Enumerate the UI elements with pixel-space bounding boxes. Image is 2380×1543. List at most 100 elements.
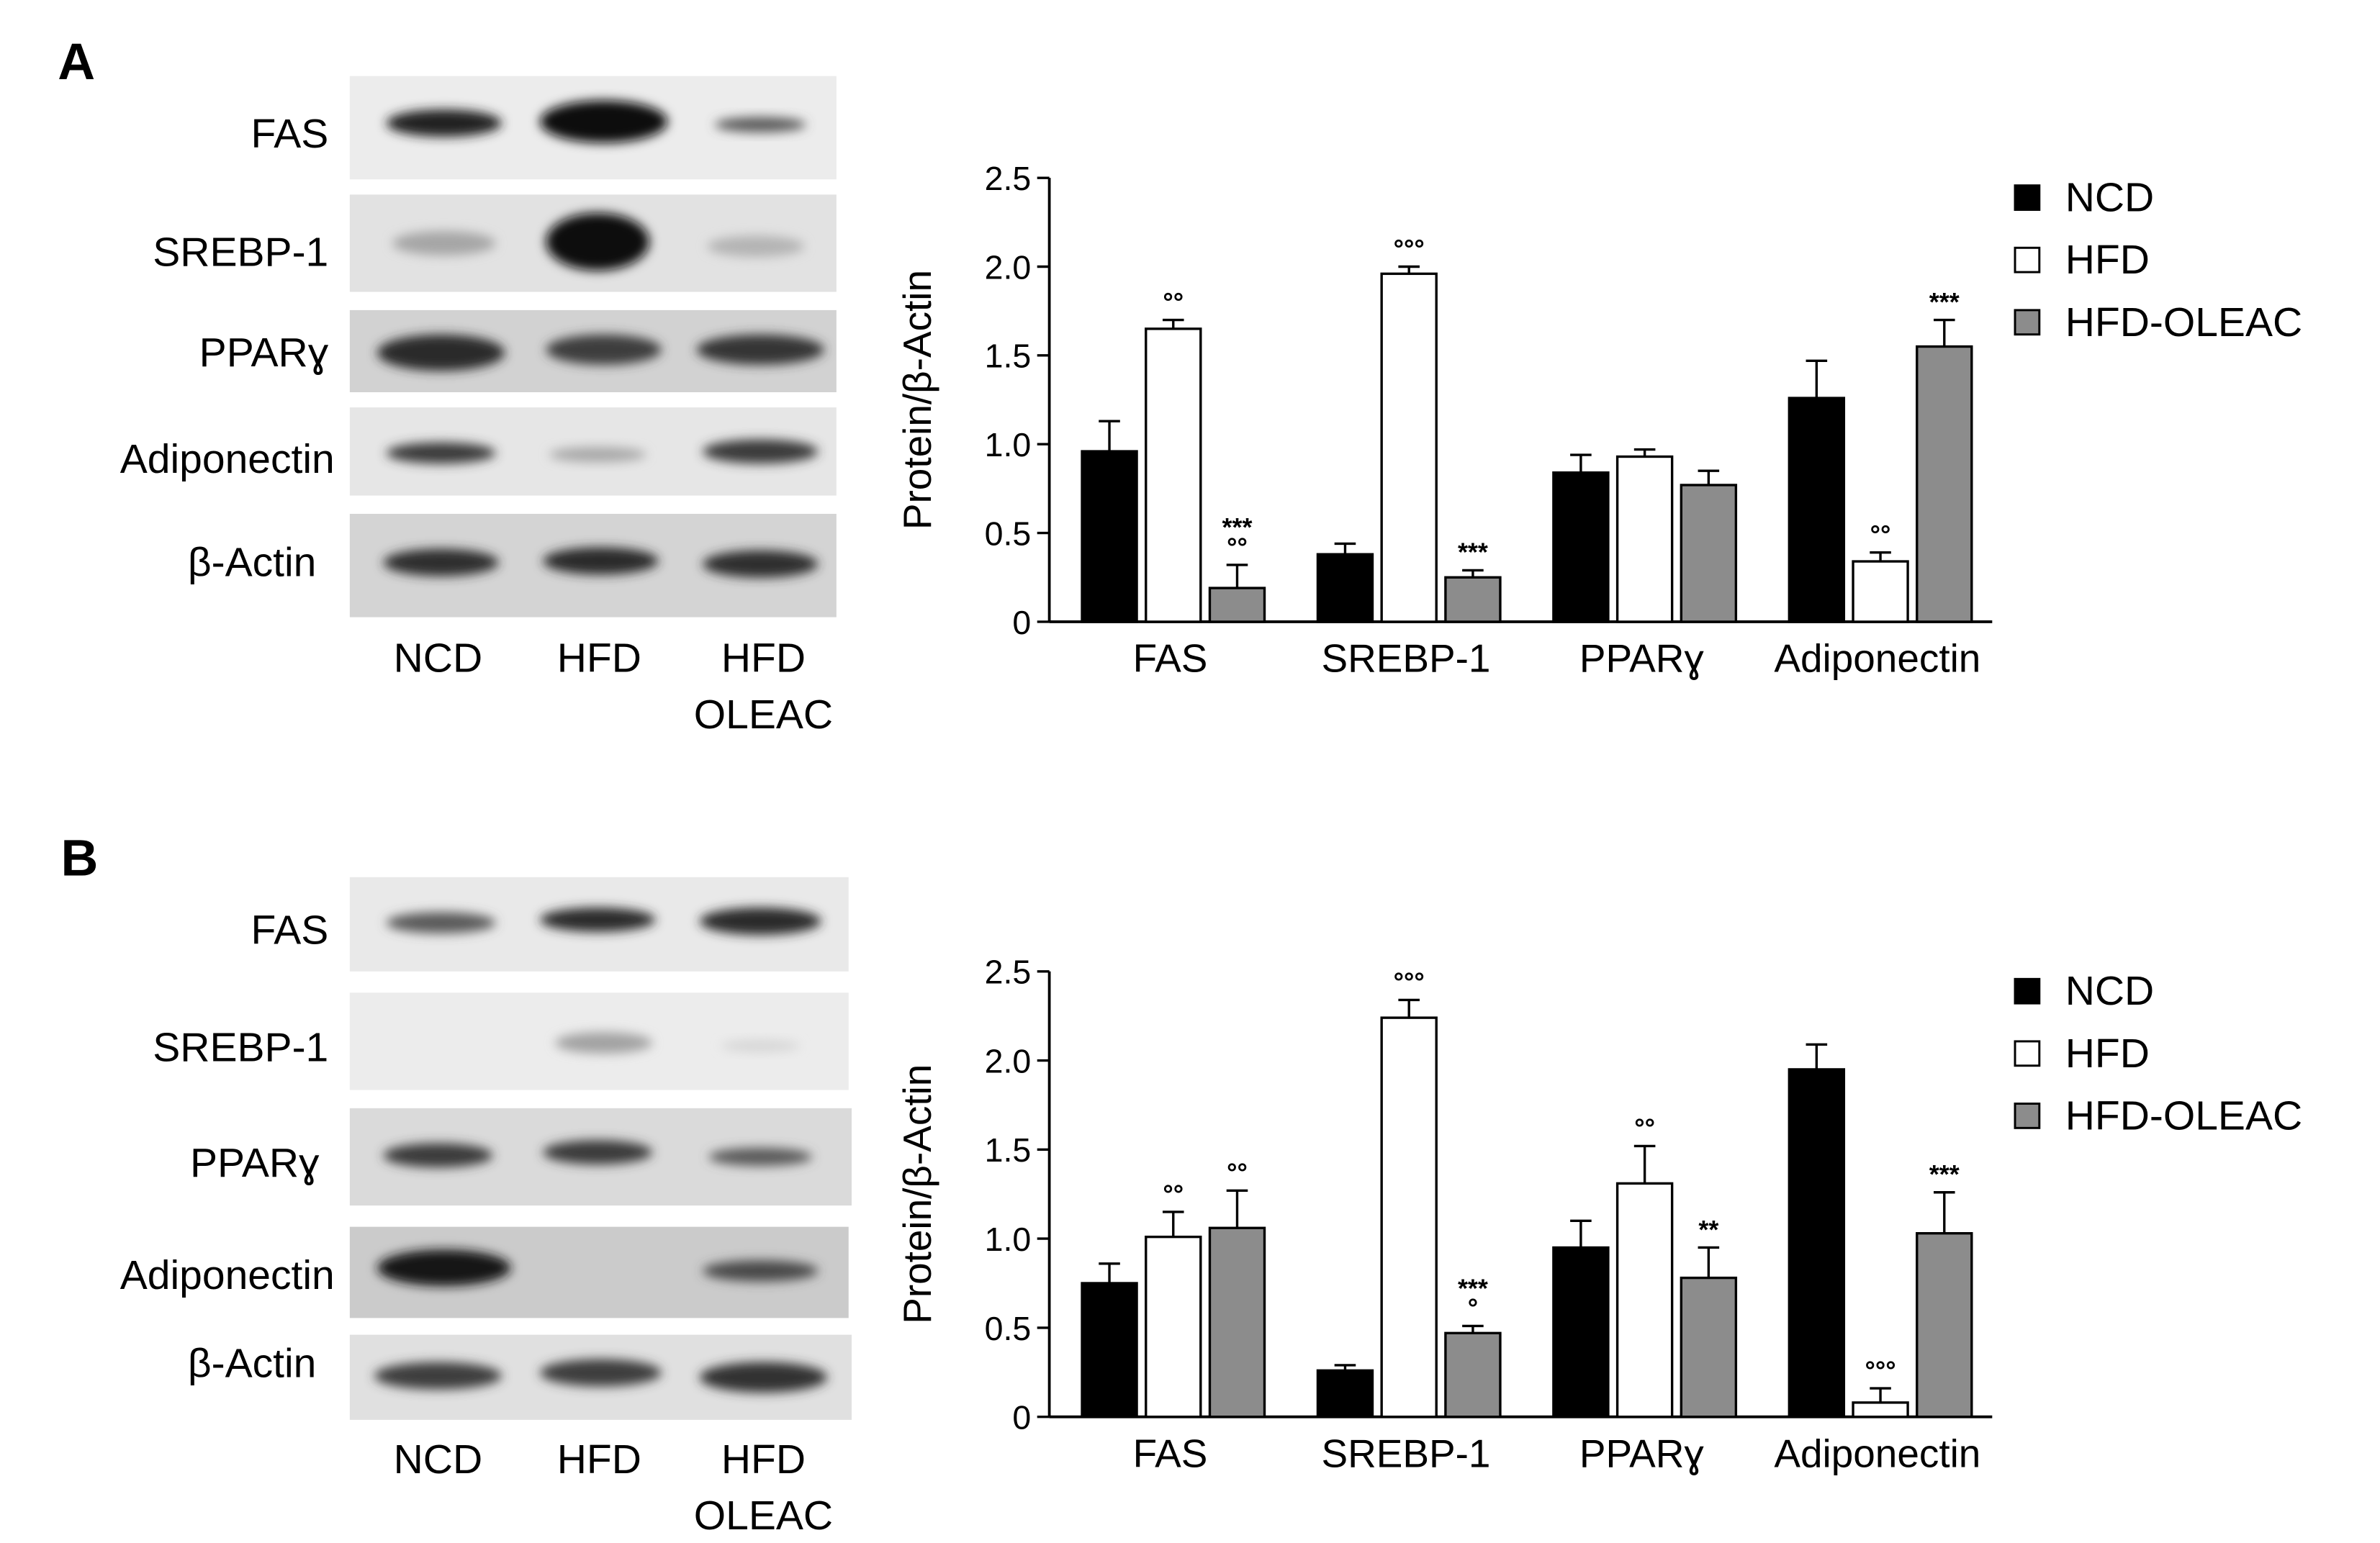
bar-ncd [1788, 1068, 1846, 1418]
significance-label: *** [1222, 512, 1253, 542]
blot-band-actin-ncd [383, 548, 499, 576]
bar-ncd [1552, 1246, 1610, 1418]
x-category-label: FAS [1133, 636, 1208, 681]
significance-label: *** [1929, 1159, 1960, 1189]
panel-letter-a: A [58, 33, 95, 91]
bar-hfd [1145, 327, 1202, 623]
y-tick-label: 2.5 [985, 954, 1032, 991]
bar-hfd [1615, 1182, 1674, 1418]
legend-label: NCD [2065, 175, 2155, 221]
blot-band-pparg-ncd [377, 334, 505, 371]
bar-hfd [1380, 1016, 1438, 1418]
y-tick-label: 2.5 [985, 160, 1032, 197]
y-tick-label: 0 [1012, 1399, 1031, 1436]
blot-band-fas-hfd [539, 908, 656, 932]
bar-ncd [1788, 397, 1846, 623]
blot-band-adipo-ncd [386, 442, 496, 464]
lane-label-hfd: HFD [557, 1436, 641, 1483]
bar-hfd [1852, 560, 1909, 623]
significance-label: °°° [1394, 234, 1425, 263]
western-blot-b: FAS SREBP-1 PPARɣ Adiponectin β-Actin NC… [120, 877, 852, 1539]
significance-label: °°° [1394, 967, 1425, 997]
blot-band-adipo-oleac [702, 439, 819, 464]
bar-hfd [1145, 1235, 1202, 1418]
blot-band-srebp1-hfd [546, 212, 650, 271]
blot-band-adipo-hfd [549, 447, 646, 463]
lane-label-line: OLEAC [694, 1493, 833, 1539]
legend-swatch [2014, 977, 2041, 1005]
blot-band-actin-hfd [543, 547, 659, 575]
bar-hfd-oleac [1208, 1226, 1266, 1418]
blot-band-actin-ncd [374, 1362, 502, 1390]
blot-band-fas-ncd [386, 912, 496, 933]
y-tick-label: 0 [1012, 604, 1031, 641]
band-label-adiponectin: Adiponectin [120, 436, 335, 482]
y-tick-label: 1.5 [985, 338, 1032, 375]
y-tick-label: 2.0 [985, 1042, 1032, 1080]
significance-label: *** [1458, 1273, 1488, 1303]
significance-label: °° [1634, 1113, 1655, 1143]
bar-hfd-oleac [1680, 1276, 1738, 1418]
blot-band-fas-hfd [539, 100, 668, 143]
significance-label: °° [1163, 1179, 1184, 1208]
legend-swatch [2014, 1040, 2041, 1067]
blot-band-pparg-hfd [543, 1140, 653, 1165]
panel-letter-b: B [60, 830, 98, 887]
blot-band-adipo-oleac [702, 1260, 819, 1282]
legend-swatch [2014, 1103, 2041, 1129]
blot-band-actin-hfd [539, 1359, 662, 1387]
legend-swatch [2014, 309, 2041, 336]
band-label-srebp1: SREBP-1 [153, 230, 328, 276]
y-tick-label: 1.0 [985, 1221, 1032, 1258]
band-label-pparg: PPARɣ [199, 330, 329, 376]
legend-label: NCD [2065, 968, 2155, 1014]
significance-label: *** [1458, 538, 1488, 567]
blot-band-fas-ncd [386, 109, 502, 137]
blot-band-pparg-ncd [383, 1143, 493, 1168]
legend-label: HFD-OLEAC [2065, 299, 2302, 345]
bar-hfd-oleac [1916, 1231, 1973, 1418]
bar-hfd-oleac [1916, 345, 1973, 623]
blot-band-actin-oleac [702, 550, 819, 578]
bar-hfd [1615, 455, 1674, 623]
band-label-srebp1: SREBP-1 [153, 1024, 328, 1070]
panel-b: B FAS SREBP-1 [60, 830, 2302, 1539]
lane-label-line: HFD [721, 1436, 806, 1483]
blot-band-pparg-hfd [546, 334, 662, 365]
bar-ncd [1316, 1369, 1374, 1418]
lane-label-line: HFD [721, 635, 806, 682]
significance-label: °° [1870, 520, 1891, 549]
blot-band-adipo-ncd [377, 1249, 511, 1287]
blot-band-pparg-oleac [708, 1147, 813, 1167]
significance-label: °° [1227, 1158, 1248, 1187]
legend-swatch [2014, 184, 2041, 211]
lane-label-hfd-oleac: HFD OLEAC [694, 635, 833, 738]
panel-a: A FAS [58, 33, 2302, 738]
legend-label: HFD [2065, 1031, 2150, 1077]
band-label-actin: β-Actin [188, 1341, 317, 1387]
blot-band-fas-oleac [714, 117, 806, 132]
bar-ncd [1081, 1282, 1138, 1418]
lane-label-ncd: NCD [394, 635, 483, 682]
band-label-actin: β-Actin [188, 540, 317, 586]
x-category-label: PPARɣ [1579, 1431, 1704, 1475]
bar-ncd [1552, 471, 1610, 623]
bar-hfd-oleac [1680, 484, 1738, 623]
y-tick-label: 0.5 [985, 1310, 1032, 1347]
lane-label-hfd: HFD [557, 635, 641, 682]
x-category-label: SREBP-1 [1321, 1431, 1490, 1475]
legend-label: HFD-OLEAC [2065, 1092, 2302, 1139]
significance-label: °° [1227, 532, 1248, 561]
western-blot-a: FAS SREBP-1 PPARɣ Adiponectin β-Actin NC… [120, 76, 837, 738]
x-category-label: FAS [1133, 1431, 1208, 1475]
y-tick-label: 1.5 [985, 1131, 1032, 1169]
x-category-label: Adiponectin [1774, 636, 1980, 681]
blot-band-srebp1-oleac [707, 235, 805, 257]
bar-ncd [1316, 553, 1374, 623]
lane-label-hfd-oleac: HFD OLEAC [694, 1436, 833, 1539]
blot-band-actin-oleac [699, 1362, 828, 1393]
bar-hfd-oleac [1444, 1331, 1502, 1418]
